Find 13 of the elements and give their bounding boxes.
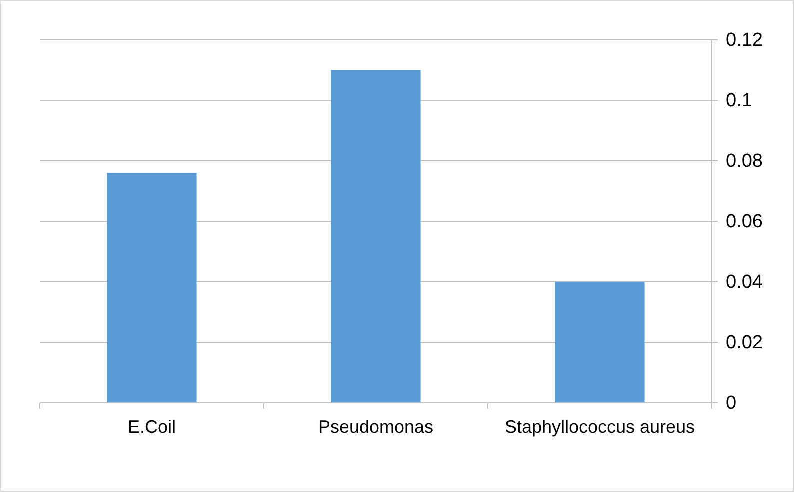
y-tick-label: 0.08 bbox=[726, 151, 763, 172]
y-tick-label: 0.06 bbox=[726, 212, 763, 233]
bar bbox=[107, 173, 197, 403]
x-tick-label: E.Coil bbox=[128, 417, 176, 437]
y-tick-label: 0.04 bbox=[726, 272, 764, 294]
x-tick-label: Staphyllococcus aureus bbox=[504, 417, 696, 437]
y-tick-label: 0.02 bbox=[726, 332, 763, 354]
bar bbox=[555, 282, 645, 403]
y-tick-label: 0.1 bbox=[726, 90, 752, 112]
y-tick-label: 0.12 bbox=[726, 30, 763, 52]
y-tick-label: 0 bbox=[726, 393, 737, 414]
bar bbox=[331, 70, 421, 403]
x-tick-label: Pseudomonas bbox=[318, 417, 434, 437]
